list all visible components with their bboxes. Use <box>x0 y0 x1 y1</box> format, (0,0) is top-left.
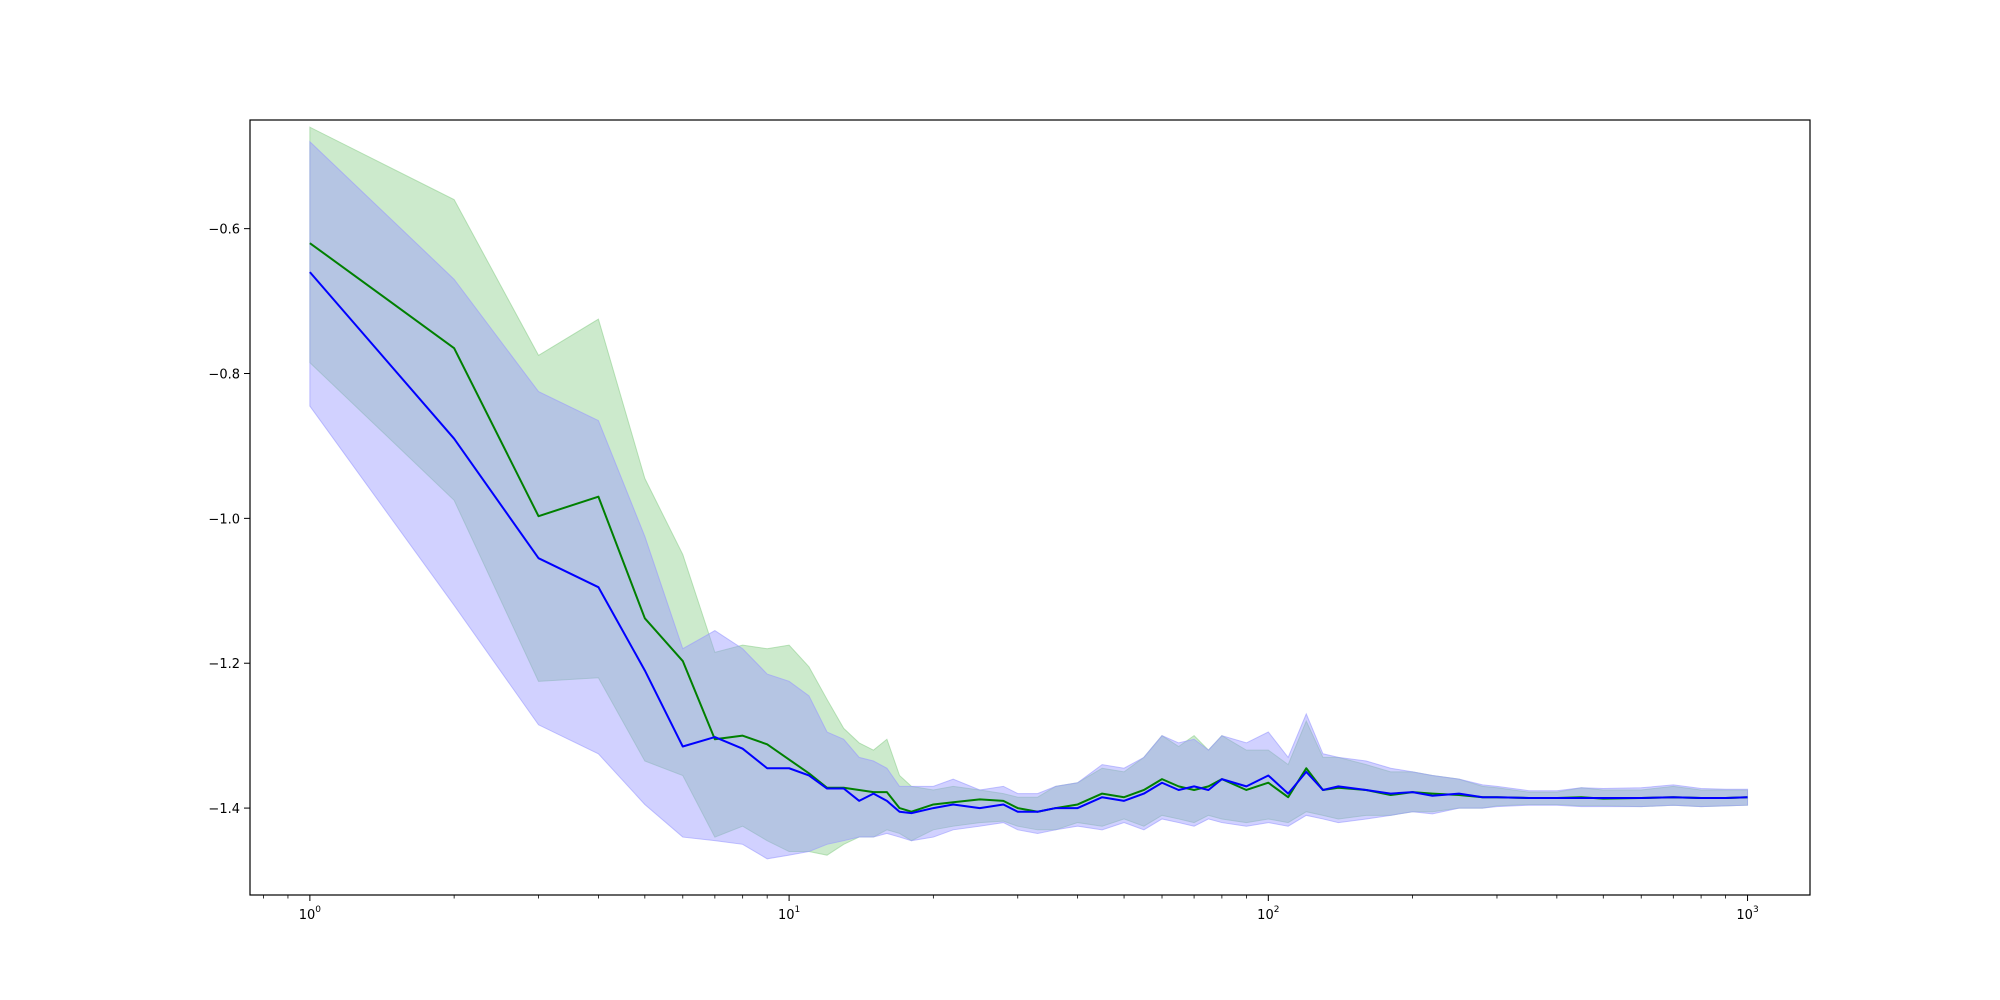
confidence-bands <box>309 126 1749 860</box>
axes-frame <box>249 119 1811 896</box>
y-tick-label: −0.6 <box>208 223 240 238</box>
line-series-2 <box>309 271 1748 815</box>
y-tick-label: −0.8 <box>208 368 240 383</box>
band-series-2 <box>309 140 1749 860</box>
x-tick-label: 100 <box>299 905 322 923</box>
series-lines <box>309 242 1748 815</box>
x-tick-label: 102 <box>1257 905 1279 923</box>
y-tick-label: −1.4 <box>208 802 240 817</box>
y-axis-ticks: −0.6 −0.8 −1.0 −1.2 −1.4 <box>208 223 250 817</box>
x-axis-ticks: 100 101 102 103 <box>263 895 1759 923</box>
x-tick-label: 103 <box>1736 905 1758 923</box>
x-tick-label: 101 <box>778 905 800 923</box>
y-tick-label: −1.2 <box>208 657 240 672</box>
y-tick-label: −1.0 <box>208 512 240 527</box>
